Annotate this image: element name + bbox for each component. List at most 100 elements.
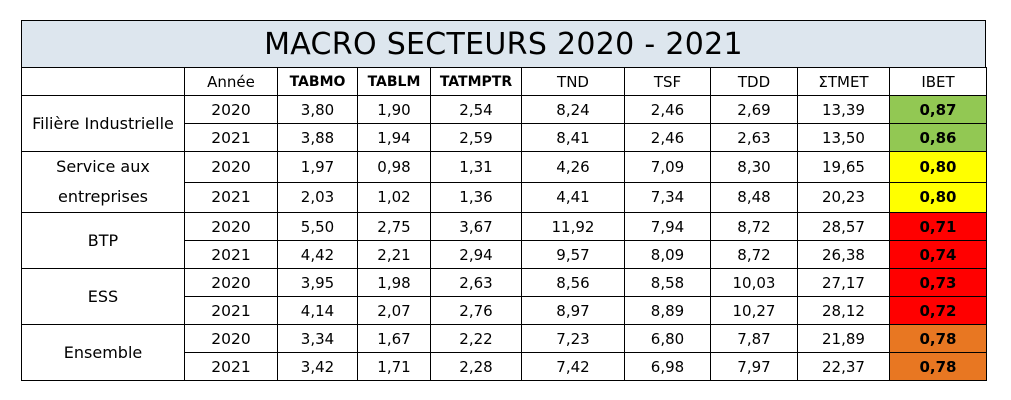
cell-tsf: 6,80 <box>624 324 711 353</box>
cell-year: 2020 <box>184 324 278 353</box>
header-row: Année TABMO TABLM TATMPTR TND TSF TDD ΣT… <box>21 67 987 96</box>
cell-tdd: 8,30 <box>710 151 798 183</box>
cell-tabmo: 3,88 <box>277 123 358 152</box>
cell-ibet: 0,78 <box>889 324 987 353</box>
cell-stmet: 28,57 <box>797 212 890 241</box>
cell-tablm: 0,98 <box>357 151 431 183</box>
cell-tnd: 8,24 <box>521 95 625 124</box>
macro-sectors-table-container: MACRO SECTEURS 2020 - 2021 Année TABMO T… <box>21 20 987 381</box>
cell-stmet: 13,39 <box>797 95 890 124</box>
cell-tatmptr: 2,22 <box>430 324 522 353</box>
cell-tnd: 7,23 <box>521 324 625 353</box>
cell-ibet: 0,86 <box>889 123 987 152</box>
cell-tablm: 2,07 <box>357 296 431 325</box>
header-ibet: IBET <box>889 67 987 96</box>
sector-service-aux-entreprises: Service aux entreprises <box>21 151 185 213</box>
cell-tabmo: 3,80 <box>277 95 358 124</box>
cell-ibet: 0,87 <box>889 95 987 124</box>
cell-tdd: 7,97 <box>710 352 798 381</box>
cell-tatmptr: 3,67 <box>430 212 522 241</box>
cell-year: 2020 <box>184 151 278 183</box>
cell-tablm: 2,21 <box>357 240 431 269</box>
cell-year: 2021 <box>184 181 278 213</box>
cell-ibet: 0,80 <box>889 151 987 183</box>
table-row: Filière Industrielle 2020 3,80 1,90 2,54… <box>21 95 987 152</box>
table-title-bar: MACRO SECTEURS 2020 - 2021 <box>21 20 986 67</box>
table-row: 2021 3,88 1,94 2,59 8,41 2,46 2,63 13,50… <box>22 123 987 152</box>
cell-tatmptr: 1,31 <box>430 151 522 183</box>
table-row: BTP 2020 5,50 2,75 3,67 11,92 7,94 8,72 … <box>21 212 987 269</box>
cell-tsf: 8,89 <box>624 296 711 325</box>
cell-stmet: 21,89 <box>797 324 890 353</box>
cell-ibet: 0,74 <box>889 240 987 269</box>
cell-tnd: 9,57 <box>521 240 625 269</box>
cell-stmet: 19,65 <box>797 151 890 183</box>
cell-ibet: 0,80 <box>889 181 987 213</box>
cell-ibet: 0,72 <box>889 296 987 325</box>
cell-tabmo: 1,97 <box>277 151 358 183</box>
sector-btp: BTP <box>21 212 185 269</box>
header-tnd: TND <box>521 67 625 96</box>
table-title: MACRO SECTEURS 2020 - 2021 <box>264 26 743 62</box>
cell-tatmptr: 2,76 <box>430 296 522 325</box>
header-annee: Année <box>184 67 278 96</box>
cell-tsf: 6,98 <box>624 352 711 381</box>
cell-year: 2021 <box>184 352 278 381</box>
cell-tabmo: 4,14 <box>277 296 358 325</box>
table-row: Service aux entreprises 2020 1,97 0,98 1… <box>21 151 987 213</box>
cell-tnd: 8,41 <box>521 123 625 152</box>
header-tatmptr: TATMPTR <box>430 67 522 96</box>
cell-ibet: 0,73 <box>889 268 987 297</box>
sector-filiere-industrielle: Filière Industrielle <box>21 95 185 152</box>
cell-tabmo: 2,03 <box>277 181 358 213</box>
cell-tdd: 7,87 <box>710 324 798 353</box>
cell-tablm: 1,94 <box>357 123 431 152</box>
cell-tabmo: 5,50 <box>277 212 358 241</box>
cell-tdd: 10,03 <box>710 268 798 297</box>
cell-tsf: 2,46 <box>624 95 711 124</box>
cell-stmet: 26,38 <box>797 240 890 269</box>
cell-year: 2021 <box>184 123 278 152</box>
cell-year: 2020 <box>184 95 278 124</box>
cell-tablm: 1,02 <box>357 181 431 213</box>
cell-tsf: 7,34 <box>624 181 711 213</box>
cell-stmet: 22,37 <box>797 352 890 381</box>
cell-tatmptr: 2,94 <box>430 240 522 269</box>
header-tabmo: TABMO <box>277 67 358 96</box>
cell-tnd: 4,26 <box>521 151 625 183</box>
header-tablm: TABLM <box>357 67 431 96</box>
cell-tdd: 8,72 <box>710 212 798 241</box>
cell-year: 2021 <box>184 296 278 325</box>
cell-ibet: 0,71 <box>889 212 987 241</box>
cell-year: 2020 <box>184 268 278 297</box>
cell-tatmptr: 2,28 <box>430 352 522 381</box>
cell-tsf: 8,58 <box>624 268 711 297</box>
cell-tnd: 8,97 <box>521 296 625 325</box>
table-row: Ensemble 2020 3,34 1,67 2,22 7,23 6,80 7… <box>21 324 987 381</box>
cell-tdd: 2,69 <box>710 95 798 124</box>
cell-stmet: 20,23 <box>797 181 890 213</box>
cell-tsf: 2,46 <box>624 123 711 152</box>
cell-tnd: 7,42 <box>521 352 625 381</box>
cell-tablm: 1,67 <box>357 324 431 353</box>
header-tsf: TSF <box>624 67 711 96</box>
cell-stmet: 27,17 <box>797 268 890 297</box>
cell-tatmptr: 2,54 <box>430 95 522 124</box>
cell-tnd: 4,41 <box>521 181 625 213</box>
table-row: 2021 3,42 1,71 2,28 7,42 6,98 7,97 22,37… <box>22 352 987 381</box>
cell-tabmo: 4,42 <box>277 240 358 269</box>
cell-tdd: 10,27 <box>710 296 798 325</box>
cell-tablm: 1,71 <box>357 352 431 381</box>
cell-tnd: 11,92 <box>521 212 625 241</box>
cell-tatmptr: 2,59 <box>430 123 522 152</box>
header-stmet: ΣTMET <box>797 67 890 96</box>
cell-tsf: 7,09 <box>624 151 711 183</box>
cell-tsf: 8,09 <box>624 240 711 269</box>
cell-ibet: 0,78 <box>889 352 987 381</box>
cell-tablm: 1,98 <box>357 268 431 297</box>
sector-ensemble: Ensemble <box>21 324 185 381</box>
cell-tatmptr: 2,63 <box>430 268 522 297</box>
cell-year: 2020 <box>184 212 278 241</box>
cell-year: 2021 <box>184 240 278 269</box>
sector-ess: ESS <box>21 268 185 325</box>
